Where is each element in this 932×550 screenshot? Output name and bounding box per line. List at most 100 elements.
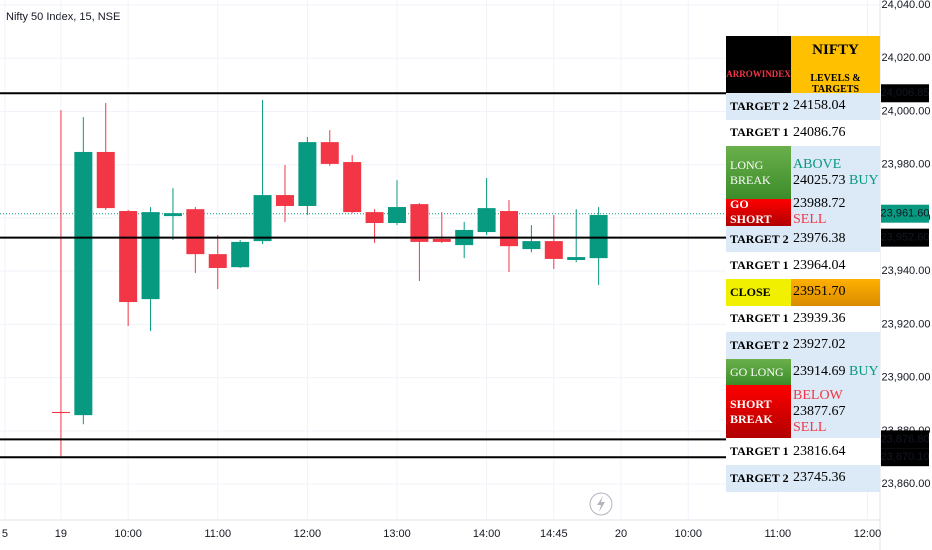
x-tick-label: 20 — [615, 528, 627, 540]
y-tick-label: 23,860.00 — [882, 478, 931, 490]
candle-body — [343, 162, 362, 213]
candle-body — [163, 213, 182, 217]
note: ABOVE — [793, 156, 842, 172]
price-tag-label: 23,870.10 — [881, 451, 930, 463]
row: TARGET 2 23745.36 — [726, 464, 880, 492]
signal: SELL — [793, 419, 827, 435]
candle-body — [500, 211, 519, 247]
candle-body — [208, 254, 227, 268]
candle-body — [365, 212, 384, 224]
value-cell: ABOVE 24025.73 BUY — [791, 146, 880, 200]
value-cell: 23988.72 SELL — [791, 196, 880, 228]
row: TARGET 1 23939.36 — [726, 305, 880, 333]
price-tag — [881, 84, 929, 103]
label: TARGET 1 — [726, 438, 791, 465]
value-line: 23877.67 SELL — [793, 404, 880, 436]
signal: BUY — [849, 172, 879, 188]
row: LONG BREAK ABOVE 24025.73 BUY — [726, 146, 880, 200]
label: TARGET 2 — [726, 332, 791, 359]
price-tag-label: 23,952.60 — [881, 232, 930, 244]
y-tick-label: 24,020.00 — [882, 52, 931, 64]
price-tag — [881, 430, 929, 449]
candle-body — [544, 241, 563, 259]
candle-body — [74, 151, 93, 416]
y-tick-label: 23,920.00 — [882, 318, 931, 330]
last-price-tag — [881, 204, 929, 223]
value: 23988.72 — [793, 196, 846, 212]
row: TARGET 2 23976.38 — [726, 225, 880, 253]
value: 23745.36 — [791, 464, 880, 492]
x-tick-label: 10:00 — [114, 528, 142, 540]
table-subtitle: LEVELS & TARGETS — [810, 73, 861, 95]
x-tick-label: 12:00 — [854, 528, 882, 540]
label: SHORT BREAK — [726, 385, 791, 439]
value: 24158.04 — [791, 93, 880, 120]
y-tick-label: 24,000.00 — [882, 105, 931, 117]
candle-body — [522, 241, 541, 250]
value: 23939.36 — [791, 305, 880, 333]
x-tick-label: 5 — [2, 528, 8, 540]
title-cell: NIFTY LEVELS & TARGETS — [791, 36, 880, 95]
label: LONG BREAK — [726, 146, 791, 200]
row: TARGET 1 23964.04 — [726, 252, 880, 279]
candle-body — [186, 209, 205, 255]
value-cell: BELOW 23877.67 SELL — [791, 385, 880, 439]
label: CLOSE — [726, 278, 791, 306]
last-price-label: 23,961.60 — [881, 208, 930, 220]
x-tick-label: 14:45 — [540, 528, 568, 540]
candle-body — [477, 208, 496, 233]
candle-body — [589, 215, 608, 259]
x-tick-label: 13:00 — [383, 528, 411, 540]
row: SHORT BREAK BELOW 23877.67 SELL — [726, 385, 880, 439]
label: GO SHORT — [726, 197, 791, 226]
label: TARGET 2 — [726, 93, 791, 120]
value: 23951.70 — [791, 278, 880, 306]
row: TARGET 2 24158.04 — [726, 93, 880, 120]
value-line: 23914.69 BUY — [793, 364, 880, 380]
candle-body — [567, 257, 586, 260]
candle-body — [387, 207, 406, 224]
candle-body — [51, 411, 70, 414]
x-tick-label: 19 — [55, 528, 67, 540]
value-line: 23988.72 SELL — [793, 196, 880, 228]
value-cell: 23914.69 BUY — [791, 358, 880, 386]
x-tick-label: 11:00 — [764, 528, 791, 540]
price-tag-label: 24,006.85 — [881, 87, 930, 99]
value: 23877.67 — [793, 403, 846, 419]
logo-text: ARROWINDEX — [726, 69, 791, 79]
candle-body — [275, 195, 294, 206]
label: TARGET 2 — [726, 225, 791, 253]
candle-body — [96, 151, 115, 209]
chart-title: Nifty 50 Index, 15, NSE — [6, 11, 120, 23]
value: 23964.04 — [791, 252, 880, 279]
candle-body — [320, 142, 339, 164]
lightning — [597, 496, 605, 512]
row: TARGET 1 24086.76 — [726, 119, 880, 147]
candle-body — [141, 212, 160, 300]
candle-body — [410, 204, 429, 242]
value-line: 24025.73 BUY — [793, 173, 880, 189]
candle-body — [253, 195, 272, 242]
row: GO LONG 23914.69 BUY — [726, 358, 880, 386]
table-title: NIFTY — [812, 42, 859, 58]
price-tag — [881, 448, 929, 467]
value: 23927.02 — [791, 332, 880, 359]
x-tick-label: 10:00 — [674, 528, 702, 540]
x-tick-label: 12:00 — [294, 528, 322, 540]
candle-body — [298, 142, 317, 206]
price-tag — [881, 228, 929, 247]
table-header: ARROWINDEX NIFTY LEVELS & TARGETS — [726, 36, 880, 95]
row: CLOSE 23951.70 — [726, 278, 880, 306]
value: 23816.64 — [791, 438, 880, 465]
y-tick-label: 23,900.00 — [882, 372, 931, 384]
x-tick-label: 11:00 — [204, 528, 231, 540]
candle-body — [231, 241, 250, 268]
value: 24025.73 — [793, 172, 846, 188]
value: 24086.76 — [791, 119, 880, 147]
signal: SELL — [793, 212, 827, 228]
label: TARGET 1 — [726, 305, 791, 333]
label: TARGET 1 — [726, 252, 791, 279]
x-tick-label: 14:00 — [473, 528, 501, 540]
row: TARGET 2 23927.02 — [726, 332, 880, 359]
